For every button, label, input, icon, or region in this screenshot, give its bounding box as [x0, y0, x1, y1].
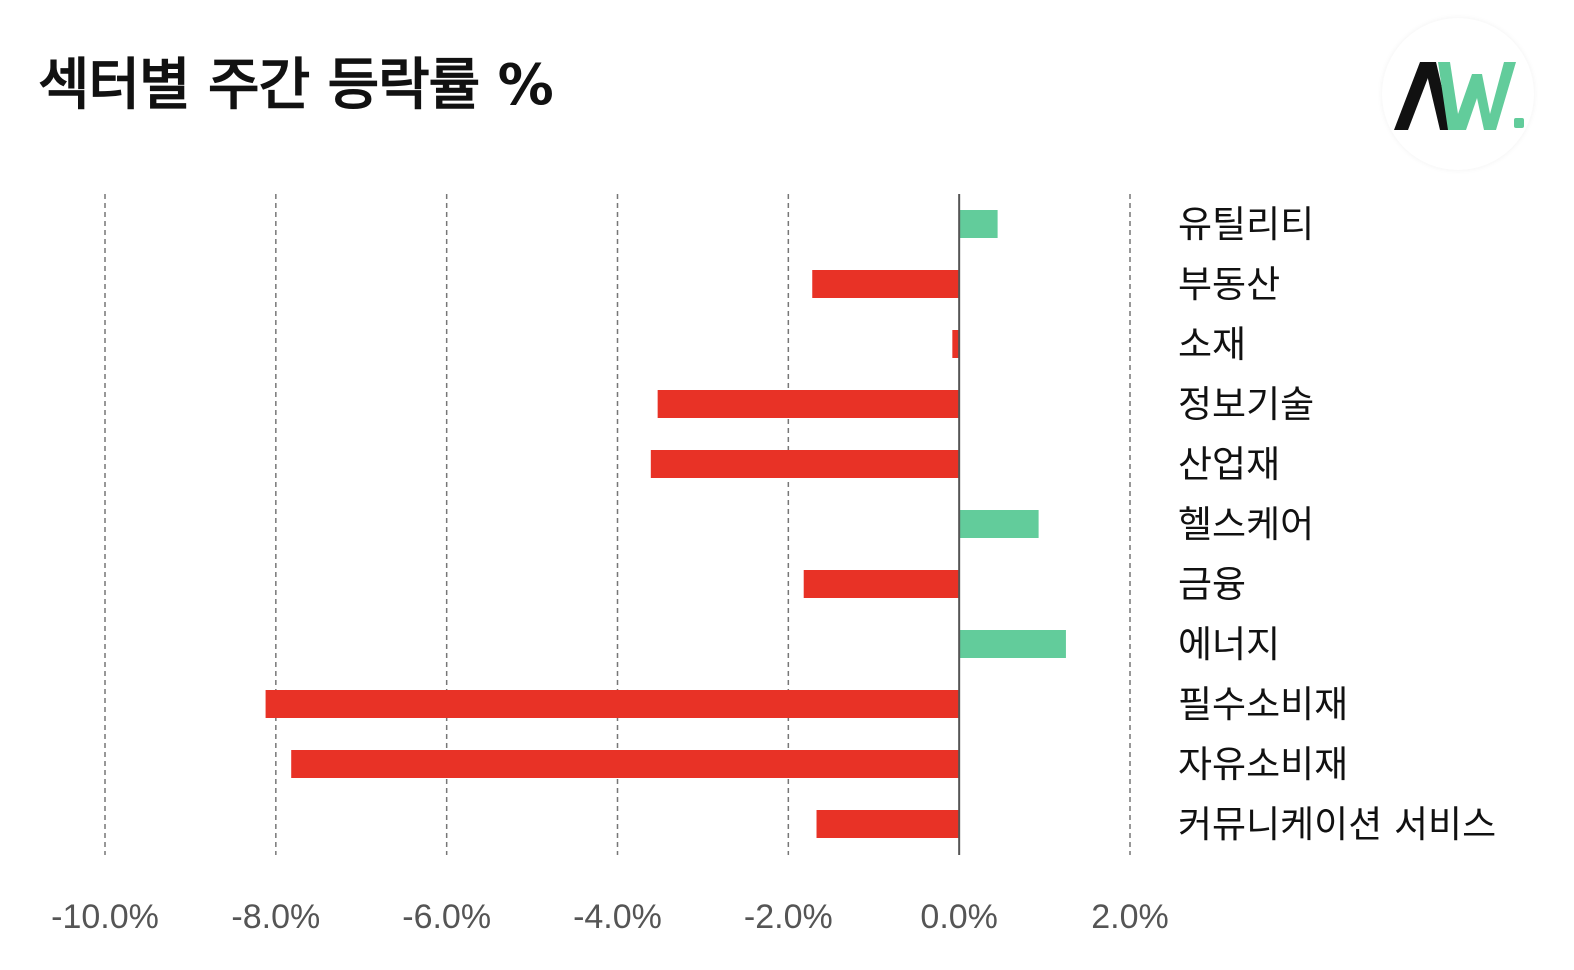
category-labels: 유틸리티부동산소재정보기술산업재헬스케어금융에너지필수소비재자유소비재커뮤니케이…	[1178, 203, 1496, 846]
category-label: 자유소비재	[1178, 743, 1348, 786]
category-label: 정보기술	[1178, 383, 1314, 426]
logo-w-stroke	[1438, 62, 1516, 130]
bar	[265, 690, 960, 718]
bar	[812, 270, 960, 298]
chart-title: 섹터별 주간 등락률 %	[38, 53, 554, 118]
bar	[952, 330, 960, 358]
bar	[650, 450, 960, 478]
category-label: 산업재	[1178, 443, 1280, 486]
bar	[959, 630, 1066, 658]
x-tick-labels: -10.0% -8.0% -6.0% -4.0% -2.0% 0.0% 2.0%	[51, 898, 1169, 936]
category-label: 필수소비재	[1178, 683, 1348, 726]
bar	[816, 810, 960, 838]
category-label: 헬스케어	[1178, 503, 1314, 546]
x-tick-label: -10.0%	[51, 898, 159, 936]
logo-a-stroke	[1394, 62, 1434, 130]
bar	[959, 210, 998, 238]
bar	[959, 510, 1039, 538]
category-label: 소재	[1178, 323, 1246, 366]
x-tick-label: -6.0%	[402, 898, 491, 936]
category-label: 에너지	[1178, 623, 1280, 666]
bars	[265, 210, 1066, 838]
category-label: 부동산	[1178, 263, 1280, 306]
category-label: 유틸리티	[1178, 203, 1314, 246]
x-tick-label: -2.0%	[744, 898, 833, 936]
x-tick-label: -4.0%	[573, 898, 662, 936]
category-label: 금융	[1178, 563, 1246, 606]
x-tick-label: 0.0%	[920, 898, 998, 936]
bar	[803, 570, 960, 598]
logo-a-right-stroke	[1424, 62, 1452, 130]
x-tick-label: -8.0%	[231, 898, 320, 936]
x-tick-label: 2.0%	[1091, 898, 1169, 936]
bar	[291, 750, 960, 778]
bar	[657, 390, 960, 418]
brand-logo	[1382, 18, 1534, 170]
grid-lines	[104, 194, 1131, 855]
category-label: 커뮤니케이션 서비스	[1178, 803, 1496, 846]
aw-logo-icon	[1394, 62, 1524, 130]
logo-dot	[1514, 118, 1524, 128]
